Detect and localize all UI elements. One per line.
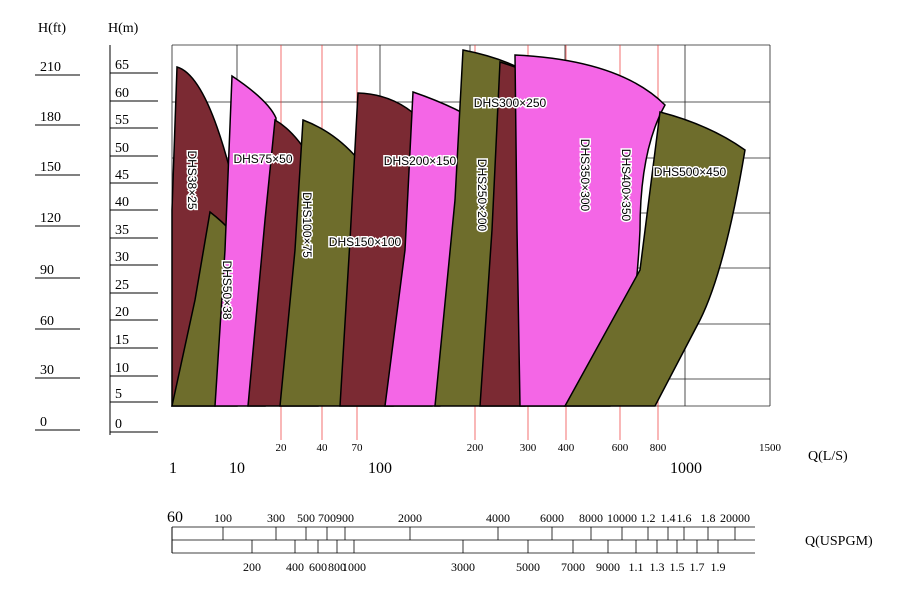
tick-label: 1.3: [650, 560, 665, 574]
tick-label: 25: [115, 278, 129, 293]
axes: DHS38×25 DHS50×38 DHS75×50 DHS100×75 DHS150×…: [35, 21, 873, 574]
tick-label: 5000: [516, 560, 540, 574]
tick-label: 180: [40, 110, 61, 125]
tick-label: 10000: [607, 511, 637, 525]
tick-label: 120: [40, 211, 61, 226]
tick-label: 600: [309, 560, 327, 574]
pump-label: DHS50×38: [220, 260, 234, 319]
tick-label: 0: [115, 417, 122, 432]
pump-label: DHS500×450: [654, 165, 727, 179]
tick-label: 20: [276, 442, 288, 454]
tick-label: 5: [115, 387, 122, 402]
pump-region: [563, 111, 746, 407]
tick-label: 55: [115, 113, 129, 128]
tick-label: 1.9: [711, 560, 726, 574]
tick-label: 20: [115, 305, 129, 320]
tick-label: 1.4: [661, 511, 676, 525]
tick-label: 20000: [720, 511, 750, 525]
tick-label: 40: [317, 442, 329, 454]
tick-label: 900: [336, 511, 354, 525]
pump-label: DHS250×200: [475, 159, 489, 232]
tick-label: 7000: [561, 560, 585, 574]
tick-label: 4000: [486, 511, 510, 525]
pump-label: DHS300×250: [474, 96, 547, 110]
tick-label: 150: [40, 160, 61, 175]
tick-label: 1000: [342, 560, 366, 574]
tick-label: 1.6: [677, 511, 692, 525]
pump-label: DHS75×50: [233, 152, 292, 166]
tick-label: 800: [328, 560, 346, 574]
tick-label: 2000: [398, 511, 422, 525]
tick-label: 400: [286, 560, 304, 574]
pump-regions: [171, 49, 746, 407]
tick-label: 1000: [670, 460, 702, 477]
tick-label: 300: [267, 511, 285, 525]
tick-label: 100: [214, 511, 232, 525]
tick-label: 65: [115, 58, 129, 73]
tick-label: 45: [115, 168, 129, 183]
tick-label: 10: [115, 361, 129, 376]
axis-title: H(m): [108, 21, 139, 36]
tick-label: 1.2: [641, 511, 656, 525]
tick-label: 60: [115, 86, 129, 101]
tick-label: 6000: [540, 511, 564, 525]
tick-label: 40: [115, 195, 129, 210]
tick-label: 0: [40, 415, 47, 430]
tick-label: 400: [558, 442, 575, 454]
tick-label: 3000: [451, 560, 475, 574]
tick-label: 1.1: [629, 560, 644, 574]
pump-label: DHS100×75: [300, 192, 314, 258]
tick-label: 600: [612, 442, 629, 454]
tick-label: 210: [40, 60, 61, 75]
pump-label: DHS150×100: [329, 235, 402, 249]
axis-title: Q(USPGM): [805, 534, 873, 549]
pump-label: DHS38×25: [185, 150, 199, 209]
axis-title: H(ft): [38, 21, 66, 36]
tick-label: 8000: [579, 511, 603, 525]
tick-label: 9000: [596, 560, 620, 574]
tick-label: 60: [40, 314, 54, 329]
pump-label: DHS400×350: [619, 149, 633, 222]
tick-label: 700: [318, 511, 336, 525]
tick-label: 200: [467, 442, 484, 454]
tick-label: 30: [115, 250, 129, 265]
pump-label: DHS350×300: [578, 139, 592, 212]
tick-label: 1.8: [701, 511, 716, 525]
axis-title: Q(L/S): [808, 449, 848, 464]
tick-label: 60: [167, 509, 183, 526]
tick-label: 50: [115, 141, 129, 156]
tick-label: 10: [229, 460, 245, 477]
tick-label: 35: [115, 223, 129, 238]
tick-label: 200: [243, 560, 261, 574]
tick-label: 1.5: [670, 560, 685, 574]
tick-label: 1: [169, 460, 177, 477]
tick-label: 1500: [759, 442, 782, 454]
tick-label: 100: [368, 460, 392, 477]
tick-label: 1.7: [690, 560, 705, 574]
tick-label: 90: [40, 263, 54, 278]
tick-label: 300: [520, 442, 537, 454]
tick-label: 500: [297, 511, 315, 525]
tick-label: 30: [40, 363, 54, 378]
tick-label: 800: [650, 442, 667, 454]
tick-label: 70: [352, 442, 364, 454]
tick-label: 15: [115, 333, 129, 348]
pump-label: DHS200×150: [384, 154, 457, 168]
